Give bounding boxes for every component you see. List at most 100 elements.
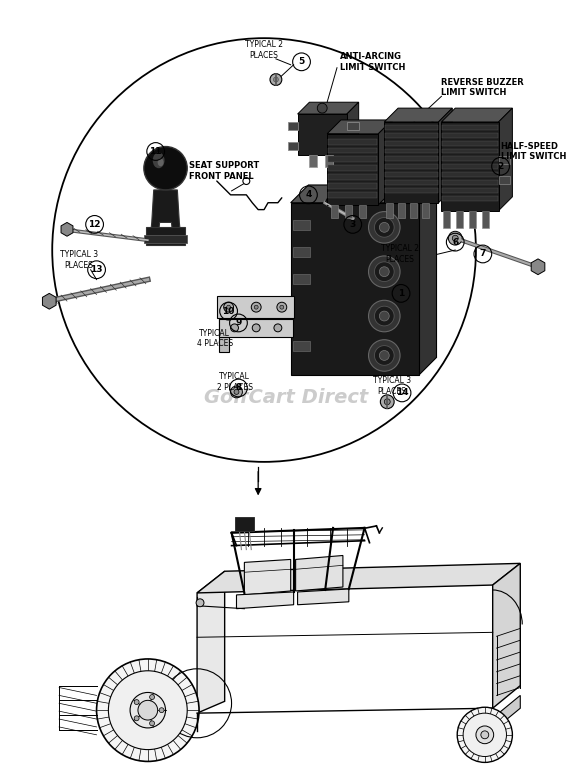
- Polygon shape: [438, 108, 452, 203]
- Circle shape: [224, 303, 234, 312]
- Circle shape: [231, 386, 242, 398]
- Bar: [386, 203, 393, 218]
- Text: ANTI-ARCING
LIMIT SWITCH: ANTI-ARCING LIMIT SWITCH: [340, 52, 405, 72]
- Circle shape: [375, 262, 394, 282]
- Circle shape: [317, 103, 327, 113]
- Polygon shape: [291, 185, 437, 203]
- Circle shape: [280, 305, 284, 309]
- Polygon shape: [327, 120, 392, 134]
- Bar: [234, 517, 254, 531]
- Circle shape: [144, 147, 187, 190]
- Circle shape: [134, 716, 139, 721]
- Circle shape: [252, 324, 260, 332]
- Polygon shape: [298, 589, 349, 604]
- Circle shape: [379, 350, 389, 361]
- Bar: [499, 157, 510, 164]
- Polygon shape: [492, 564, 520, 708]
- Polygon shape: [385, 108, 452, 122]
- Bar: [443, 164, 498, 169]
- Text: 8: 8: [235, 384, 242, 392]
- Polygon shape: [378, 120, 392, 205]
- Bar: [325, 155, 333, 168]
- Circle shape: [481, 731, 489, 739]
- Text: 14: 14: [396, 388, 408, 398]
- Bar: [443, 125, 498, 130]
- Text: SEAT SUPPORT
FRONT PANEL: SEAT SUPPORT FRONT PANEL: [189, 161, 259, 181]
- Polygon shape: [244, 560, 291, 595]
- Bar: [328, 139, 378, 144]
- Bar: [328, 147, 378, 154]
- Polygon shape: [441, 108, 512, 122]
- Bar: [443, 133, 498, 137]
- Bar: [217, 296, 293, 318]
- Bar: [410, 203, 417, 218]
- Bar: [293, 221, 310, 230]
- Circle shape: [277, 303, 287, 312]
- Polygon shape: [499, 108, 512, 211]
- Text: 6: 6: [452, 238, 458, 246]
- Bar: [328, 192, 378, 198]
- Circle shape: [231, 324, 238, 332]
- Bar: [293, 273, 310, 283]
- Polygon shape: [150, 190, 182, 242]
- Circle shape: [380, 394, 394, 408]
- Text: 2: 2: [498, 162, 503, 171]
- Bar: [444, 211, 450, 229]
- Bar: [385, 133, 437, 137]
- Bar: [328, 183, 378, 189]
- Circle shape: [196, 599, 204, 607]
- Bar: [443, 148, 498, 154]
- Text: 11: 11: [150, 147, 162, 156]
- Bar: [469, 211, 476, 229]
- Text: GolfCart Direct: GolfCart Direct: [204, 388, 368, 408]
- Bar: [385, 141, 437, 146]
- Circle shape: [243, 178, 250, 185]
- Polygon shape: [419, 185, 437, 375]
- Text: 7: 7: [480, 249, 486, 259]
- Polygon shape: [296, 556, 343, 591]
- Text: TYPICAL 2
PLACES: TYPICAL 2 PLACES: [381, 244, 419, 264]
- Polygon shape: [219, 296, 229, 351]
- Circle shape: [273, 77, 278, 82]
- Polygon shape: [237, 592, 293, 608]
- Polygon shape: [197, 564, 520, 593]
- Text: TYPICAL 2
PLACES: TYPICAL 2 PLACES: [245, 40, 283, 59]
- Polygon shape: [492, 696, 520, 731]
- Bar: [328, 165, 378, 171]
- Bar: [288, 122, 298, 130]
- Circle shape: [379, 222, 389, 232]
- Text: HALF-SPEED
LIMIT SWITCH: HALF-SPEED LIMIT SWITCH: [501, 142, 566, 161]
- Bar: [443, 188, 498, 193]
- Bar: [398, 203, 405, 218]
- Circle shape: [375, 346, 394, 365]
- Polygon shape: [441, 122, 499, 211]
- Circle shape: [108, 671, 187, 750]
- Bar: [293, 247, 310, 257]
- Circle shape: [96, 659, 199, 761]
- Circle shape: [150, 721, 154, 726]
- Circle shape: [476, 726, 494, 743]
- Text: 3: 3: [350, 220, 356, 229]
- Circle shape: [368, 300, 400, 332]
- Text: 13: 13: [90, 266, 103, 274]
- Bar: [456, 211, 463, 229]
- Circle shape: [254, 305, 258, 309]
- Circle shape: [270, 73, 282, 86]
- Circle shape: [457, 707, 512, 763]
- Circle shape: [130, 692, 165, 728]
- Bar: [385, 125, 437, 130]
- Text: 12: 12: [88, 220, 101, 229]
- Circle shape: [375, 306, 394, 326]
- Bar: [422, 203, 429, 218]
- Bar: [358, 205, 365, 218]
- Circle shape: [274, 324, 282, 332]
- Bar: [443, 172, 498, 177]
- Polygon shape: [385, 122, 438, 203]
- Circle shape: [150, 695, 154, 699]
- Circle shape: [463, 713, 506, 757]
- Circle shape: [159, 708, 164, 713]
- Bar: [482, 211, 489, 229]
- Bar: [443, 180, 498, 185]
- Bar: [443, 157, 498, 161]
- Text: 9: 9: [235, 318, 242, 327]
